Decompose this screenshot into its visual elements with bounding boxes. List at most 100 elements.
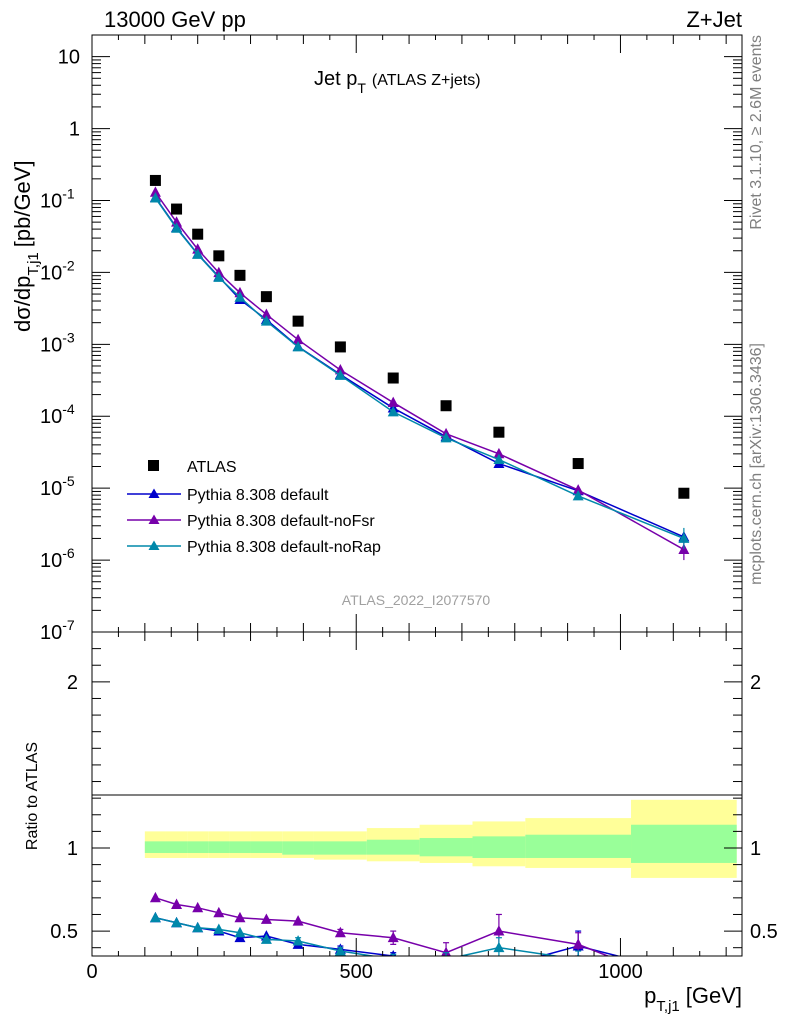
band-inner-7 <box>313 841 367 855</box>
ratio-panel-frame <box>91 631 743 957</box>
ratio-uncertainty-bands <box>144 799 737 878</box>
ratio-tick-label-left-2: 2 <box>67 672 78 694</box>
legend-label-norap: Pythia 8.308 default-noRap <box>187 539 381 556</box>
point-nofsr-0 <box>149 186 161 197</box>
xtick-label-0: 0 <box>86 961 97 983</box>
ratio-y-axis-label: Ratio to ATLAS <box>24 742 41 850</box>
ratio-point-norap-2 <box>192 921 204 933</box>
ratio-point-norap-4 <box>234 926 246 938</box>
side-rivet-text: Rivet 3.1.10, ≥ 2.6M events <box>748 35 765 230</box>
point-nofsr-10 <box>493 447 505 459</box>
atlas-point-0 <box>149 174 161 186</box>
ytick-label-0: 10-7 <box>40 617 75 644</box>
ratio-tick-label-left-1: 1 <box>67 838 78 860</box>
ratio-point-norap-3 <box>213 923 225 934</box>
point-norap-7 <box>334 369 346 380</box>
ytick-label-3: 10-4 <box>40 401 75 428</box>
axis-ticks <box>91 34 742 956</box>
legend-marker-nofsr <box>148 514 160 524</box>
plot-title: Jet pT (ATLAS Z+jets) <box>314 68 481 96</box>
atlas-point-10 <box>493 426 505 438</box>
ratio-point-nofsr-1 <box>171 898 183 909</box>
band-inner-3 <box>208 841 230 853</box>
legend: ATLAS Pythia 8.308 default Pythia 8.308 … <box>127 459 381 556</box>
point-norap-5 <box>260 315 272 326</box>
side-mcplots-text: mcplots.cern.ch [arXiv:1306.3436] <box>748 343 765 585</box>
ytick-label-4: 10-3 <box>40 329 75 356</box>
band-inner-11 <box>525 834 632 858</box>
legend-label-nofsr: Pythia 8.308 default-noFsr <box>187 513 375 530</box>
band-inner-8 <box>366 839 420 855</box>
ratio-point-norap-9 <box>444 953 448 956</box>
ratio-point-nofsr-8 <box>387 931 399 943</box>
band-inner-5 <box>250 841 283 853</box>
ratio-tick-label-right-0: 0.5 <box>750 921 778 943</box>
atlas-point-2 <box>192 228 204 240</box>
ratio-point-nofsr-3 <box>213 906 225 918</box>
ratio-point-norap-7 <box>334 945 346 956</box>
ratio-point-nofsr-4 <box>234 911 246 923</box>
band-inner-4 <box>229 841 251 853</box>
point-norap-10 <box>493 453 505 464</box>
ytick-label-8: 10 <box>58 47 80 69</box>
x-tick-labels: 0 500 1000 <box>86 961 642 983</box>
point-norap-2 <box>192 248 204 259</box>
ratio-point-nofsr-11 <box>572 938 584 949</box>
atlas-point-5 <box>260 291 272 303</box>
band-inner-6 <box>282 841 314 855</box>
line-default <box>154 197 685 538</box>
point-norap-1 <box>171 222 183 233</box>
point-norap-9 <box>440 431 452 443</box>
ytick-label-5: 10-2 <box>40 257 75 284</box>
point-nofsr-5 <box>260 308 272 319</box>
ratio-point-nofsr-6 <box>292 915 304 926</box>
xtick-label-1: 500 <box>340 961 373 983</box>
ratio-point-nofsr-10 <box>493 925 505 936</box>
ratio-point-nofsr-2 <box>192 901 204 913</box>
ratio-series-layer <box>149 891 689 982</box>
point-norap-8 <box>387 405 399 417</box>
ratio-tick-label-right-2: 2 <box>750 672 761 694</box>
atlas-point-12 <box>678 487 690 499</box>
ratio-y-tick-labels: 0.5 0.5 1 1 2 2 <box>50 672 778 943</box>
band-inner-12 <box>631 824 737 863</box>
band-inner-1 <box>165 841 188 853</box>
atlas-point-7 <box>334 341 346 353</box>
ratio-point-nofsr-5 <box>260 913 272 924</box>
atlas-point-11 <box>572 458 584 470</box>
ratio-point-norap-10 <box>493 941 505 953</box>
ratio-point-default-12 <box>678 967 689 977</box>
legend-label-default: Pythia 8.308 default <box>187 487 329 504</box>
band-inner-0 <box>144 841 166 853</box>
ratio-point-norap-8 <box>391 953 395 956</box>
legend-marker-atlas <box>148 460 159 471</box>
ratio-point-nofsr-9 <box>441 946 451 956</box>
ratio-tick-label-right-1: 1 <box>750 838 761 860</box>
band-inner-10 <box>472 836 526 858</box>
ytick-label-2: 10-5 <box>40 473 75 500</box>
legend-marker-default <box>148 488 160 498</box>
point-nofsr-7 <box>334 364 346 375</box>
atlas-point-8 <box>387 372 399 384</box>
ratio-point-norap-1 <box>171 916 183 928</box>
main-series-layer <box>149 186 690 561</box>
main-y-tick-labels: 10-7 10-6 10-5 10-4 10-3 10-2 10-1 1 10 <box>40 47 80 644</box>
header-right: Z+Jet <box>686 7 742 32</box>
y-axis-label: dσ/dpT,j1[pb/GeV] <box>10 160 42 332</box>
xtick-label-2: 1000 <box>598 961 643 983</box>
atlas-data-points <box>149 174 690 499</box>
x-axis-label: pT,j1 [GeV] <box>644 983 742 1015</box>
point-norap-3 <box>213 271 225 282</box>
ratio-point-norap-0 <box>149 911 161 923</box>
ytick-label-1: 10-6 <box>40 545 75 572</box>
point-norap-11 <box>572 489 584 501</box>
point-nofsr-8 <box>387 396 399 408</box>
ratio-point-norap-11 <box>576 953 580 956</box>
ytick-label-6: 10-1 <box>40 185 75 212</box>
ratio-point-norap-12 <box>678 972 689 982</box>
point-nofsr-6 <box>292 333 304 345</box>
ratio-point-norap-5 <box>260 933 272 944</box>
header-left: 13000 GeV pp <box>104 7 246 32</box>
legend-label-atlas: ATLAS <box>187 459 237 476</box>
band-inner-9 <box>419 838 473 857</box>
